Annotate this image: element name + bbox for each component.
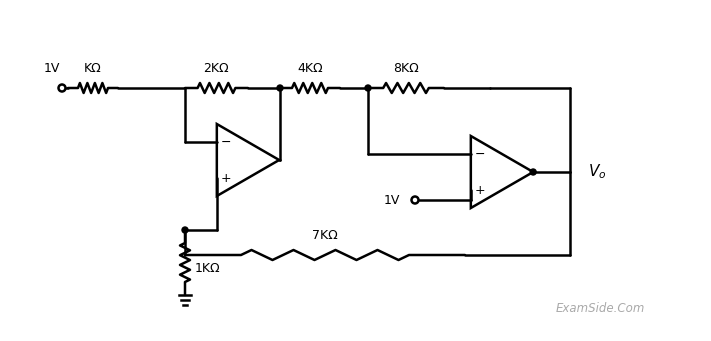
Text: 4KΩ: 4KΩ <box>297 62 323 75</box>
Text: 1V: 1V <box>384 193 400 207</box>
Text: 1KΩ: 1KΩ <box>195 262 220 275</box>
Text: 2KΩ: 2KΩ <box>203 62 229 75</box>
Text: ExamSide.Com: ExamSide.Com <box>555 301 645 314</box>
Text: KΩ: KΩ <box>84 62 102 75</box>
Circle shape <box>277 85 283 91</box>
Text: −: − <box>220 135 231 148</box>
Text: 8KΩ: 8KΩ <box>393 62 419 75</box>
Circle shape <box>182 227 188 233</box>
Text: −: − <box>474 148 485 161</box>
Text: 1V: 1V <box>44 62 60 75</box>
Circle shape <box>365 85 371 91</box>
Text: +: + <box>220 172 231 184</box>
Text: 7KΩ: 7KΩ <box>312 229 338 242</box>
Circle shape <box>530 169 536 175</box>
Text: +: + <box>474 183 485 196</box>
Text: $V_o$: $V_o$ <box>588 163 606 181</box>
